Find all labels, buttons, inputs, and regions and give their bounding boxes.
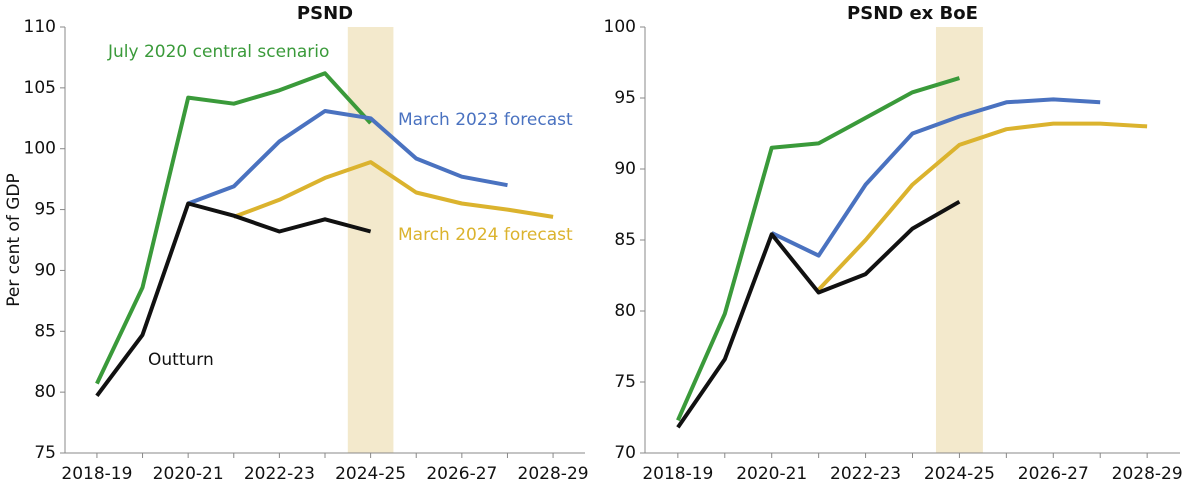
x-tick-label: 2026-27 bbox=[426, 464, 497, 484]
x-tick-label: 2022-23 bbox=[830, 464, 901, 484]
y-axis-label: Per cent of GDP bbox=[4, 173, 24, 306]
x-tick-label: 2024-25 bbox=[335, 464, 406, 484]
highlight-band bbox=[347, 27, 394, 453]
series-label: March 2023 forecast bbox=[398, 110, 573, 130]
y-tick-label: 75 bbox=[34, 443, 56, 463]
series-line bbox=[770, 97, 1101, 258]
x-tick-label: 2020-21 bbox=[153, 464, 224, 484]
y-tick-label: 90 bbox=[34, 260, 56, 280]
y-tick-label: 105 bbox=[24, 78, 56, 98]
series-line bbox=[187, 109, 508, 206]
series-line bbox=[95, 71, 373, 385]
x-tick-label: 2024-25 bbox=[924, 464, 995, 484]
x-tick-label: 2026-27 bbox=[1018, 464, 1089, 484]
x-tick-label: 2028-29 bbox=[518, 464, 589, 484]
y-tick-label: 100 bbox=[24, 139, 56, 159]
series-line bbox=[233, 160, 554, 219]
y-tick-label: 110 bbox=[24, 17, 56, 37]
x-tick-label: 2028-29 bbox=[1112, 464, 1183, 484]
series-line bbox=[95, 201, 372, 397]
x-tick-label: 2022-23 bbox=[244, 464, 315, 484]
chart-title: PSND ex BoE bbox=[847, 3, 978, 24]
y-tick-label: 80 bbox=[34, 382, 56, 402]
y-tick-label: 90 bbox=[614, 159, 636, 179]
chart-title: PSND bbox=[297, 3, 353, 24]
y-tick-label: 95 bbox=[34, 200, 56, 220]
series-line bbox=[817, 121, 1148, 292]
series-label: March 2024 forecast bbox=[398, 225, 573, 245]
x-tick-label: 2020-21 bbox=[736, 464, 807, 484]
y-tick-label: 70 bbox=[614, 443, 636, 463]
y-tick-label: 80 bbox=[614, 301, 636, 321]
y-tick-label: 100 bbox=[604, 17, 636, 37]
y-tick-label: 95 bbox=[614, 88, 636, 108]
y-tick-label: 85 bbox=[34, 321, 56, 341]
series-line bbox=[676, 199, 961, 429]
y-tick-label: 85 bbox=[614, 230, 636, 250]
series-label: Outturn bbox=[148, 350, 214, 370]
y-tick-label: 75 bbox=[614, 372, 636, 392]
x-tick-label: 2018-19 bbox=[61, 464, 132, 484]
series-line bbox=[676, 76, 960, 422]
series-label: July 2020 central scenario bbox=[107, 42, 329, 62]
x-tick-label: 2018-19 bbox=[642, 464, 713, 484]
highlight-band bbox=[935, 27, 983, 453]
